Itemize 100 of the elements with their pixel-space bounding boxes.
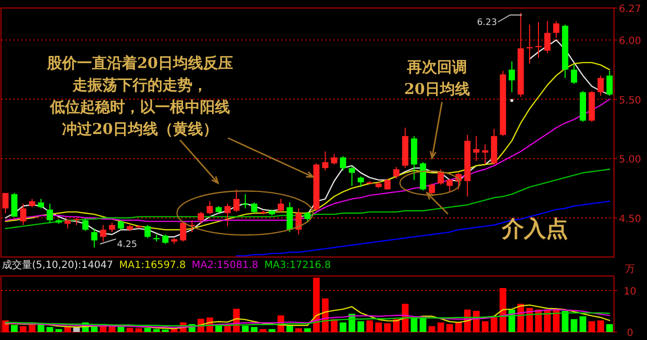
bar <box>455 322 462 332</box>
bar <box>580 316 586 332</box>
text: MA2:15081.8 <box>192 260 258 271</box>
candlestick <box>508 60 515 93</box>
bar <box>562 310 568 332</box>
candlestick <box>526 24 533 64</box>
line-series <box>236 200 610 256</box>
candlestick <box>446 178 453 192</box>
bar <box>482 321 489 332</box>
bar <box>340 322 346 332</box>
candlestick <box>286 202 293 233</box>
bar <box>144 328 151 332</box>
bar <box>73 327 80 332</box>
candlestick <box>20 203 26 226</box>
candlestick <box>570 64 578 84</box>
candlestick <box>553 20 560 38</box>
candlestick <box>233 188 240 212</box>
candlestick <box>278 198 284 212</box>
bar <box>295 328 302 332</box>
bar <box>428 326 436 332</box>
bar <box>250 327 258 332</box>
candlestick <box>348 166 356 186</box>
annotation: 走振荡下行的走势， <box>72 76 208 94</box>
bar <box>446 324 453 332</box>
bar <box>304 328 311 332</box>
bar <box>410 317 418 332</box>
candlestick <box>46 203 53 224</box>
candlestick <box>473 136 480 162</box>
y-tick-label: 6.00 <box>618 36 642 48</box>
candlestick <box>242 194 248 209</box>
candlestick <box>118 220 124 230</box>
bar <box>55 329 62 332</box>
bar <box>500 288 506 332</box>
candlestick <box>393 166 400 180</box>
candlestick <box>38 198 44 209</box>
bar <box>135 328 142 332</box>
candlestick <box>2 192 9 214</box>
candlestick <box>304 211 311 224</box>
bar <box>170 329 178 332</box>
bar <box>20 326 27 332</box>
y-tick-label: 6.27 <box>618 4 642 15</box>
text: MA1:16597.8 <box>119 260 186 271</box>
candlestick <box>358 176 364 188</box>
bar <box>357 321 364 332</box>
bar <box>570 319 578 332</box>
candlestick <box>224 203 231 227</box>
bar <box>100 326 106 332</box>
chart-title: 成交量(5,10,20):14047 <box>2 259 114 271</box>
candlestick <box>198 211 204 224</box>
bar <box>606 324 613 332</box>
annotation: 股价一直沿着20日均线反压 <box>46 54 233 72</box>
bar <box>126 328 134 332</box>
bar <box>384 323 391 332</box>
bar <box>420 317 426 332</box>
annotation: 介入点 <box>501 216 568 242</box>
bar <box>268 329 276 332</box>
candlestick <box>340 156 346 171</box>
candlestick <box>82 218 89 232</box>
candlestick <box>544 20 550 54</box>
bar <box>64 327 71 332</box>
bar <box>46 327 54 332</box>
y-tick-label: 5.50 <box>618 95 642 106</box>
bar <box>313 278 320 332</box>
y-tick-label: 5.00 <box>618 154 642 166</box>
bar <box>535 310 542 332</box>
annotation: 20日均线 <box>404 80 470 98</box>
candlestick <box>64 218 71 230</box>
annotation: 6.23 <box>476 18 497 28</box>
bar <box>260 329 266 332</box>
bar <box>242 326 249 332</box>
bar <box>10 324 18 332</box>
candlestick <box>606 70 613 96</box>
candlestick <box>428 182 435 195</box>
candlestick <box>162 234 168 244</box>
candlestick <box>11 192 18 218</box>
candlestick <box>322 150 328 171</box>
bar <box>366 320 374 332</box>
line-series <box>4 309 610 328</box>
y-tick-label: 4.50 <box>618 214 642 225</box>
bar <box>28 324 36 332</box>
bar <box>375 322 382 332</box>
bar <box>437 322 444 332</box>
annotation: 再次回调 <box>406 58 467 76</box>
bar <box>153 329 160 332</box>
y-axis-title: 万 <box>625 264 635 275</box>
text: MA3:17216.8 <box>264 260 331 271</box>
candlestick <box>438 168 444 186</box>
annotation: 冲过20日均线（黄线） <box>62 120 218 138</box>
candlestick <box>100 224 106 242</box>
bar <box>490 317 498 332</box>
annotation: 4.25 <box>117 240 138 250</box>
bar <box>38 324 44 332</box>
candlestick <box>206 200 213 215</box>
candlestick <box>251 202 258 214</box>
bar <box>597 320 604 332</box>
y-tick-label: 10 <box>624 286 636 298</box>
candlestick <box>91 228 98 248</box>
bar <box>286 326 294 332</box>
bar <box>330 319 338 332</box>
candlestick <box>108 222 116 233</box>
